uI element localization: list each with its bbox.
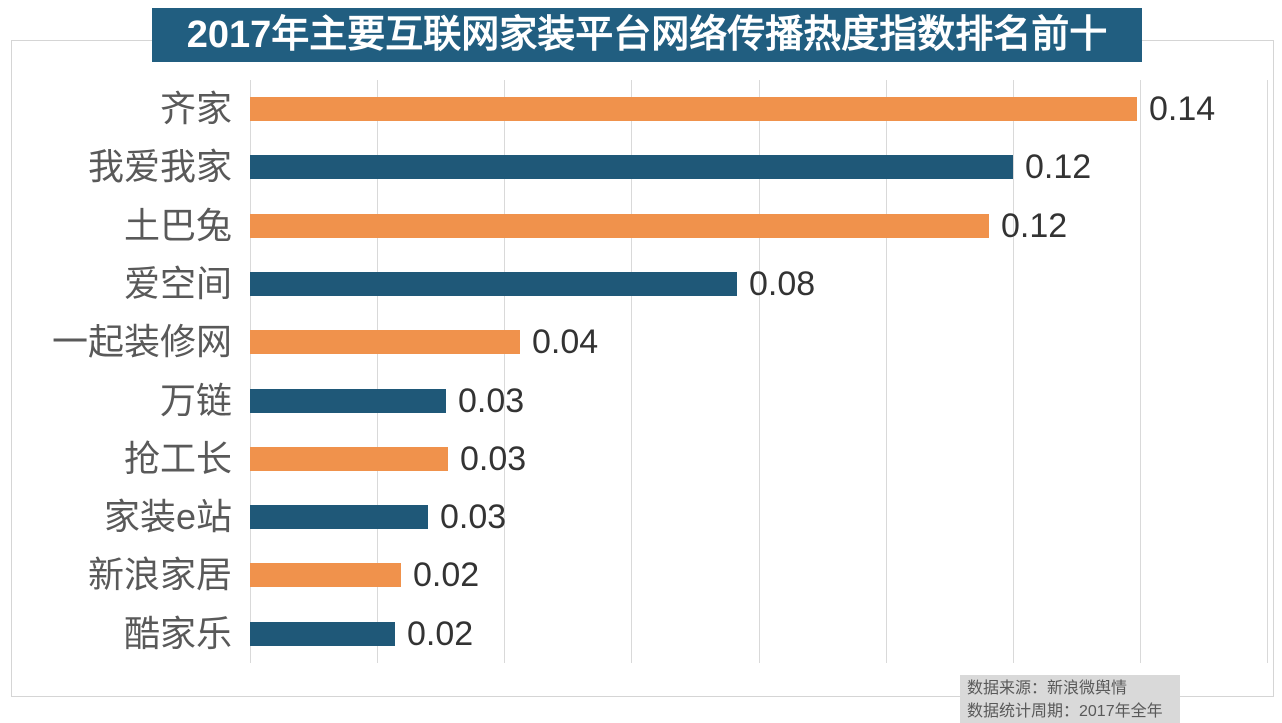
bar-row: 一起装修网 0.04 [0, 313, 1282, 371]
category-label: 家装e站 [103, 496, 232, 538]
bar-row: 新浪家居 0.02 [0, 546, 1282, 604]
value-label: 0.03 [458, 381, 525, 420]
category-label: 酷家乐 [123, 612, 232, 654]
value-label: 0.02 [407, 614, 474, 653]
value-label: 0.08 [749, 264, 816, 303]
category-label: 抢工长 [123, 437, 232, 479]
gridline [1140, 80, 1141, 663]
bar [250, 446, 448, 471]
bar [250, 213, 989, 238]
category-label: 齐家 [159, 88, 232, 129]
gridline [377, 80, 378, 663]
gridline [759, 80, 760, 663]
category-label: 万链 [159, 379, 232, 421]
bar-row: 齐家 0.14 [0, 80, 1282, 138]
bar [250, 155, 1013, 180]
gridline [250, 80, 251, 663]
chart-title: 2017年主要互联网家装平台网络传播热度指数排名前十 [152, 8, 1142, 62]
category-label: 一起装修网 [51, 321, 232, 363]
gridline [631, 80, 632, 663]
gridline [886, 80, 887, 663]
bar-row: 家装e站 0.03 [0, 488, 1282, 546]
category-label: 新浪家居 [87, 554, 232, 596]
value-label: 0.04 [532, 323, 599, 362]
bar-row: 万链 0.03 [0, 372, 1282, 430]
bar-row: 爱空间 0.08 [0, 255, 1282, 313]
bar [250, 97, 1137, 121]
category-label: 我爱我家 [87, 146, 232, 188]
value-label: 0.14 [1149, 90, 1216, 128]
value-label: 0.12 [1001, 206, 1068, 245]
bar [250, 330, 520, 355]
gridline [1267, 80, 1268, 663]
bar-row: 酷家乐 0.02 [0, 605, 1282, 663]
bar [250, 271, 737, 296]
bar-row: 土巴兔 0.12 [0, 197, 1282, 255]
value-label: 0.02 [413, 556, 480, 595]
data-period-line: 数据统计周期：2017年全年 [967, 703, 1163, 720]
gridline [1013, 80, 1014, 663]
bar-row: 我爱我家 0.12 [0, 138, 1282, 196]
bar [250, 388, 446, 413]
plot-area [250, 80, 1274, 663]
bar [250, 505, 428, 530]
gridline [504, 80, 505, 663]
category-label: 土巴兔 [123, 204, 232, 246]
bar [250, 621, 395, 646]
bar-row: 抢工长 0.03 [0, 430, 1282, 488]
source-note: 数据来源：新浪微舆情 数据统计周期：2017年全年 [960, 675, 1180, 723]
value-label: 0.12 [1025, 148, 1092, 187]
category-label: 爱空间 [123, 262, 232, 304]
value-label: 0.03 [440, 498, 507, 537]
bar [250, 563, 401, 588]
value-label: 0.03 [460, 439, 527, 478]
data-source-line: 数据来源：新浪微舆情 [967, 680, 1128, 697]
